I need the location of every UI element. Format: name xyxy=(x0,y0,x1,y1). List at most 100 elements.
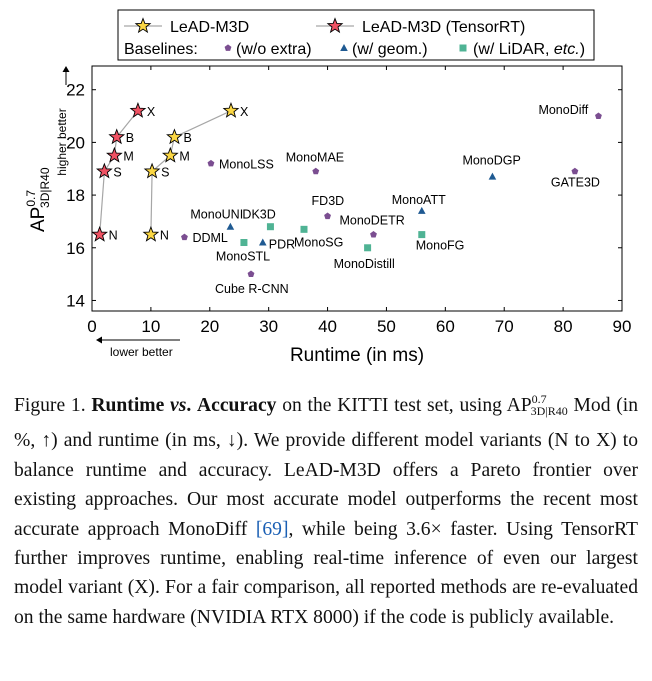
lower-better-label: lower better xyxy=(110,345,173,359)
figure-caption: Figure 1. Runtime vs. Accuracy on the KI… xyxy=(14,385,638,632)
baseline-marker xyxy=(488,172,497,180)
axis-ticks: 0 10 20 30 40 50 60 70 80 90 14 16 18 20 22 xyxy=(66,66,631,336)
x-tick-label: 50 xyxy=(377,317,396,336)
x-tick-label: 30 xyxy=(259,317,278,336)
baseline-label: MonoFG xyxy=(416,239,465,253)
legend-star-1 xyxy=(134,17,152,34)
legend-star-2 xyxy=(326,17,344,34)
y-label-base: AP xyxy=(28,207,49,232)
caption-ap-sup: 0.7 xyxy=(531,392,547,406)
baseline-marker xyxy=(266,223,274,231)
x-tick-label: 10 xyxy=(141,317,160,336)
variant-label: B xyxy=(126,131,134,145)
baseline-label: MonoUNI xyxy=(190,208,243,222)
x-axis-label: Runtime (in ms) xyxy=(290,345,424,366)
variant-label: M xyxy=(123,150,133,164)
baseline-marker xyxy=(370,231,377,238)
baseline-label: MonoDETR xyxy=(339,214,404,228)
y-tick-label: 20 xyxy=(66,133,85,152)
runtime-accuracy-chart: LeAD-M3D LeAD-M3D (TensorRT) Baselines: (w/… xyxy=(24,9,631,366)
baseline-label: MonoSTL xyxy=(216,250,270,264)
y-tick-label: 14 xyxy=(66,291,85,310)
caption-title-b: Accuracy xyxy=(197,395,277,416)
legend-marker-lidar xyxy=(459,44,467,52)
figure-label: Figure 1. xyxy=(14,395,86,416)
citation-link[interactable]: [69] xyxy=(255,518,289,540)
baseline-marker xyxy=(364,244,372,252)
caption-text-3: , while being 3.6× faster. Using TensorR… xyxy=(14,518,638,628)
legend-baseline-2: (w/ geom.) xyxy=(352,41,428,58)
x-tick-label: 60 xyxy=(436,317,455,336)
variant-label: B xyxy=(183,131,191,145)
higher-better-arrowhead xyxy=(62,66,70,72)
y-tick-label: 16 xyxy=(66,239,85,258)
x-tick-label: 70 xyxy=(495,317,514,336)
y-tick-label: 18 xyxy=(66,186,85,205)
variant-label: X xyxy=(147,105,156,119)
legend: LeAD-M3D LeAD-M3D (TensorRT) Baselines: (w/… xyxy=(124,17,585,58)
star-marker xyxy=(96,162,113,179)
variant-label: X xyxy=(240,105,249,119)
caption-ap: AP xyxy=(506,395,532,416)
caption-title-vs: vs xyxy=(170,395,187,416)
lower-better-arrowhead xyxy=(96,336,102,344)
baseline-label: MonoMAE xyxy=(286,150,344,164)
caption-text-1: on the KITTI test set, using xyxy=(282,395,502,416)
x-tick-label: 0 xyxy=(87,317,96,336)
variant-label: M xyxy=(179,150,189,164)
baseline-marker xyxy=(207,159,215,167)
variant-label: N xyxy=(160,229,169,243)
star-marker xyxy=(166,128,183,145)
baseline-marker xyxy=(324,212,331,220)
caption-title-a: Runtime xyxy=(91,395,165,416)
baseline-marker xyxy=(417,206,426,214)
x-tick-label: 40 xyxy=(318,317,337,336)
star-marker xyxy=(142,225,160,242)
baseline-label: PDR xyxy=(269,238,295,252)
baseline-label: MonoLSS xyxy=(219,157,274,171)
caption-ap-sub: 3D|R40 xyxy=(530,404,568,418)
legend-series-1: LeAD-M3D xyxy=(170,19,249,36)
baseline-marker xyxy=(300,225,308,233)
caption-title-dot: . xyxy=(186,395,192,416)
variant-label: S xyxy=(161,165,169,179)
baseline-label: DDML xyxy=(192,231,227,245)
baseline-label: FD3D xyxy=(312,194,345,208)
legend-baselines-label: Baselines: xyxy=(124,41,198,58)
baseline-label: MonoSG xyxy=(294,235,343,249)
variant-label: S xyxy=(113,165,121,179)
y-tick-label: 22 xyxy=(66,81,85,100)
legend-baseline-3: (w/ LiDAR, etc.) xyxy=(473,41,585,58)
legend-baseline-1: (w/o extra) xyxy=(236,41,312,58)
y-axis-label: AP0.73D|R40 xyxy=(24,167,52,232)
baseline-label: MonoATT xyxy=(392,193,446,207)
baseline-label: MonoDiff xyxy=(538,103,588,117)
star-marker xyxy=(161,146,179,163)
x-tick-label: 90 xyxy=(613,317,632,336)
legend-marker-geom xyxy=(340,44,348,51)
star-marker xyxy=(91,225,109,242)
baseline-marker xyxy=(312,167,320,175)
baseline-label: Cube R-CNN xyxy=(215,282,289,296)
legend-box xyxy=(117,9,595,61)
svg-text:AP0.73D|R40: AP0.73D|R40 xyxy=(24,167,52,232)
plot-frame xyxy=(91,65,623,312)
legend-marker-wo-extra xyxy=(224,44,232,51)
baseline-marker xyxy=(240,239,248,247)
star-marker xyxy=(108,128,126,145)
chart-marks: MonoDiff GATE3D MonoLSS MonoMAE DDML Cube R-C… xyxy=(91,101,602,296)
baseline-label: GATE3D xyxy=(551,175,600,189)
baseline-marker xyxy=(571,167,579,175)
star-marker xyxy=(143,162,161,179)
star-marker xyxy=(106,146,123,163)
legend-series-2: LeAD-M3D (TensorRT) xyxy=(362,19,525,36)
variant-label: N xyxy=(109,229,118,243)
baseline-label: MonoDistill xyxy=(334,257,395,271)
baseline-label: MonoDGP xyxy=(462,154,520,168)
baseline-marker xyxy=(595,112,602,119)
baseline-label: DK3D xyxy=(242,208,275,222)
star-marker xyxy=(222,101,240,118)
x-tick-label: 80 xyxy=(554,317,573,336)
baseline-marker xyxy=(181,233,188,241)
caption-text-2: Mod (in %, ↑) and runtime (in ms, ↓). We… xyxy=(14,395,639,540)
